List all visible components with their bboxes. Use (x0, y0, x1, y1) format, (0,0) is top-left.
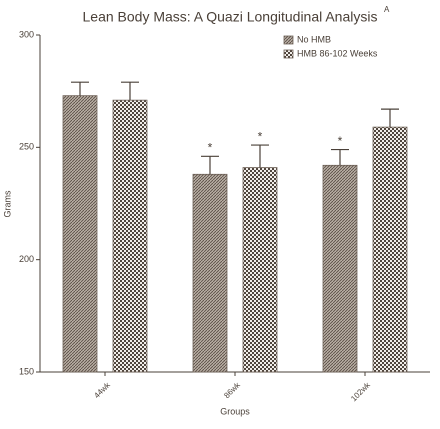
error-bar (331, 148, 349, 166)
bar (62, 95, 98, 373)
bar (372, 126, 408, 373)
x-axis-label: Groups (220, 406, 250, 416)
bar (242, 167, 278, 373)
legend-swatch (283, 49, 294, 59)
legend-swatch (283, 35, 294, 45)
y-tick-label: 150 (19, 366, 34, 376)
y-tick-label: 250 (19, 142, 34, 152)
y-tick-label: 300 (19, 29, 34, 39)
y-tick-label: 200 (19, 254, 34, 264)
x-tick-label: 86wk (222, 380, 242, 400)
bar (322, 164, 358, 373)
x-tick-label: 102wk (349, 380, 372, 403)
bar (192, 173, 228, 373)
significance-marker: * (338, 134, 343, 148)
legend-label: HMB 86-102 Weeks (297, 48, 378, 58)
title-superscript: A (384, 5, 390, 14)
bar (112, 99, 148, 373)
chart-title: Lean Body Mass: A Quazi Longitudinal Ana… (83, 9, 378, 25)
error-bar (251, 144, 269, 168)
error-bar (121, 81, 139, 101)
error-bar (381, 108, 399, 128)
error-bar (71, 81, 89, 96)
x-tick-label: 44wk (92, 380, 112, 400)
significance-marker: * (208, 140, 213, 154)
significance-marker: * (258, 129, 263, 143)
legend-label: No HMB (297, 34, 331, 44)
error-bar (201, 155, 219, 175)
y-axis-label: Grams (2, 190, 12, 218)
